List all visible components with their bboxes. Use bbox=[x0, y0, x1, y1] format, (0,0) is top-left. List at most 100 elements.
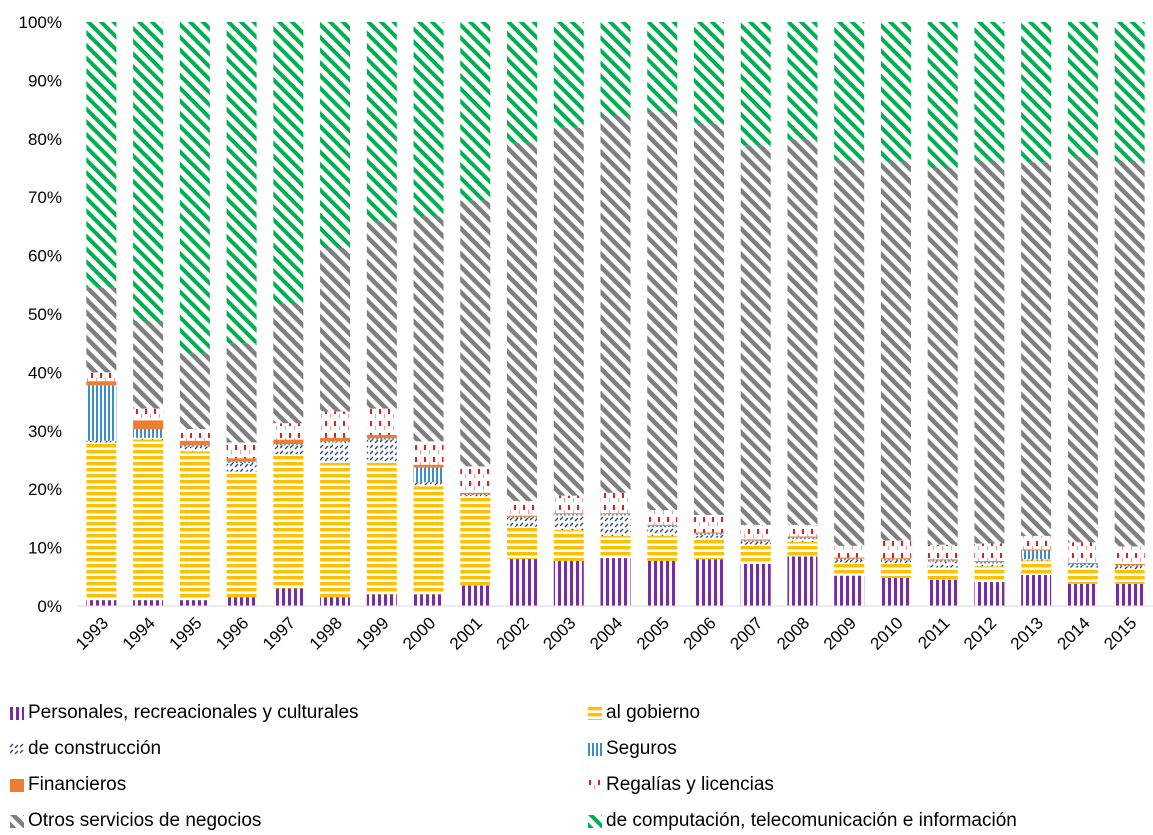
bar-stack-1999 bbox=[366, 22, 397, 606]
legend-label-seguros: Seguros bbox=[606, 738, 677, 759]
bar-segment bbox=[179, 445, 210, 447]
bar-segment bbox=[86, 440, 117, 443]
bar-segment bbox=[179, 446, 210, 452]
legend-item-gobierno: al gobierno bbox=[588, 702, 700, 724]
bar-segment bbox=[1114, 569, 1145, 584]
bar-segment bbox=[880, 160, 911, 541]
bar-segment bbox=[1114, 546, 1145, 564]
y-tick-label: 90% bbox=[28, 71, 62, 90]
x-tick-label: 2014 bbox=[1054, 613, 1094, 653]
bar-segment bbox=[179, 451, 210, 601]
y-tick-label: 80% bbox=[28, 130, 62, 149]
bar-segment bbox=[507, 515, 538, 517]
bar-segment bbox=[179, 22, 210, 354]
bar-segment bbox=[1021, 550, 1052, 560]
bar-segment bbox=[1021, 549, 1052, 551]
bar-segment bbox=[647, 510, 678, 525]
legend-label-computacion: de computación, telecomunicación e infor… bbox=[606, 810, 1017, 831]
bar-segment bbox=[553, 127, 584, 496]
bar-segment bbox=[86, 287, 117, 373]
bar-segment bbox=[460, 585, 491, 606]
bar-stack-2010 bbox=[880, 22, 911, 606]
x-tick-label: 2015 bbox=[1100, 613, 1140, 653]
bar-segment bbox=[600, 513, 631, 515]
y-tick-label: 20% bbox=[28, 480, 62, 499]
bar-segment bbox=[834, 559, 865, 563]
bar-segment bbox=[273, 444, 304, 446]
bar-segment bbox=[927, 560, 958, 562]
bar-segment bbox=[366, 22, 397, 222]
x-axis: 1993 1994 1995 1996 1997 1998 1999 2000 2001 2002… bbox=[72, 613, 1140, 653]
bar-segment bbox=[86, 22, 117, 288]
y-tick-label: 30% bbox=[28, 422, 62, 441]
legend-swatch-otros-servicios bbox=[10, 814, 24, 828]
bar-segment bbox=[226, 442, 257, 459]
bar-segment bbox=[1114, 22, 1145, 161]
x-tick-label: 1993 bbox=[72, 613, 112, 653]
y-tick-label: 50% bbox=[28, 305, 62, 324]
bar-segment bbox=[320, 441, 351, 443]
bar-segment bbox=[273, 22, 304, 304]
bar-stack-2005 bbox=[647, 22, 678, 606]
bar-stack-2015 bbox=[1114, 22, 1145, 606]
bar-stack-1998 bbox=[320, 22, 351, 606]
bar-segment bbox=[974, 22, 1005, 161]
bar-segment bbox=[834, 545, 865, 558]
bar-segment bbox=[600, 492, 631, 514]
bar-segment bbox=[740, 544, 771, 564]
x-tick-label: 2000 bbox=[399, 613, 439, 653]
bar-segment bbox=[86, 442, 117, 601]
legend-item-regalias: Regalías y licencias bbox=[588, 774, 774, 796]
bar-segment bbox=[273, 439, 304, 445]
bar-segment bbox=[413, 441, 444, 465]
legend-swatch-gobierno bbox=[588, 706, 602, 720]
bar-stack-1993 bbox=[86, 22, 117, 606]
bar-stack-1995 bbox=[179, 22, 210, 606]
bar-segment bbox=[366, 594, 397, 606]
bar-segment bbox=[647, 22, 678, 113]
bar-segment bbox=[880, 558, 911, 560]
bar-segment bbox=[1114, 565, 1145, 567]
x-tick-label: 2011 bbox=[914, 613, 953, 652]
legend-item-construccion: de construcción bbox=[10, 738, 161, 760]
bar-segment bbox=[600, 558, 631, 606]
x-tick-label: 2001 bbox=[446, 613, 486, 653]
bar-segment bbox=[179, 600, 210, 606]
bar-segment bbox=[133, 429, 164, 438]
bar-segment bbox=[553, 22, 584, 128]
bar-segment bbox=[1021, 559, 1052, 561]
legend-swatch-seguros bbox=[588, 742, 602, 756]
bar-segment bbox=[366, 221, 397, 409]
bar-segment bbox=[507, 517, 538, 527]
bar-segment bbox=[1021, 535, 1052, 550]
x-tick-label: 2004 bbox=[586, 613, 626, 653]
bar-segment bbox=[1067, 563, 1098, 566]
bar-segment bbox=[133, 408, 164, 421]
legend-label-gobierno: al gobierno bbox=[606, 702, 701, 723]
bar-stack-2008 bbox=[787, 22, 818, 606]
bar-segment bbox=[460, 496, 491, 586]
bar-stack-2011 bbox=[927, 22, 958, 606]
bar-segment bbox=[460, 494, 491, 496]
x-tick-label: 2008 bbox=[773, 613, 813, 653]
bar-segment bbox=[413, 467, 444, 483]
x-tick-label: 2007 bbox=[726, 613, 766, 653]
bar-segment bbox=[1021, 560, 1052, 576]
bar-segment bbox=[1067, 565, 1098, 568]
bar-stack-1996 bbox=[226, 22, 257, 606]
bar-segment bbox=[1021, 575, 1052, 606]
bar-segment bbox=[974, 563, 1005, 567]
bar-segment bbox=[974, 566, 1005, 583]
bar-segment bbox=[834, 557, 865, 559]
legend-label-financieros: Financieros bbox=[28, 774, 127, 795]
bar-segment bbox=[880, 559, 911, 561]
bar-segment bbox=[1067, 542, 1098, 563]
bar-segment bbox=[1067, 22, 1098, 157]
bar-segment bbox=[880, 577, 911, 606]
bar-segment bbox=[366, 438, 397, 440]
bar-stack-2009 bbox=[834, 22, 865, 606]
y-tick-label: 70% bbox=[28, 188, 62, 207]
bar-segment bbox=[226, 343, 257, 443]
bar-segment bbox=[693, 123, 724, 515]
x-tick-label: 1997 bbox=[259, 613, 299, 653]
